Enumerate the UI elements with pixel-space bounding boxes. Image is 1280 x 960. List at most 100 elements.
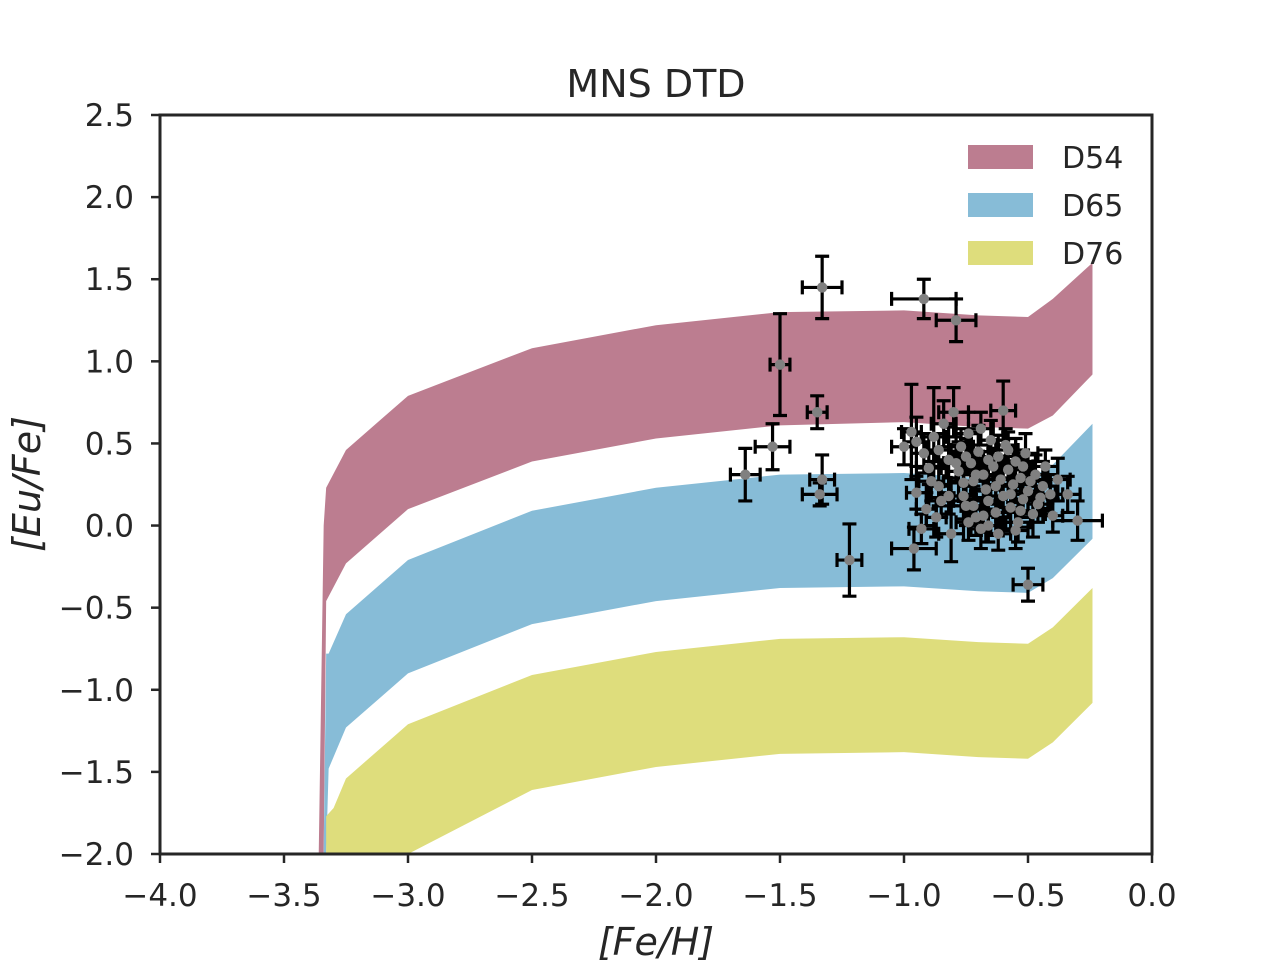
bands-layer [318,262,1093,854]
data-point [1037,480,1049,492]
y-tick-label: −0.5 [59,591,134,627]
data-point [936,495,947,507]
data-point [990,507,1001,518]
data-point [933,480,944,492]
band-d65 [323,423,1093,854]
data-point [963,517,974,528]
data-point [814,489,825,500]
data-point [1012,517,1024,528]
y-tick-label: 1.5 [85,262,134,298]
data-point [1017,461,1029,472]
data-point [740,469,751,480]
data-point [1017,494,1029,505]
data-point [980,484,992,495]
data-point [911,436,922,448]
data-point [948,407,959,418]
data-point [916,523,927,535]
data-point [844,554,855,566]
y-tick-label: −2.0 [59,837,134,873]
legend-swatch-d76 [968,241,1033,265]
data-point [898,441,910,452]
data-point [1047,510,1059,521]
data-point [816,474,828,485]
data-point [1062,489,1073,500]
y-tick-label: −1.5 [59,755,134,791]
data-point [1045,489,1056,500]
data-point [983,454,994,466]
data-point [958,477,969,489]
data-point [1022,579,1034,590]
legend-label-d65: D65 [1062,189,1123,224]
legend: D54 D65 D76 [968,141,1123,272]
data-point [918,293,930,305]
data-point [968,500,979,512]
data-point [931,512,942,523]
data-point [918,448,930,459]
data-point [990,480,1001,492]
x-tick-label: −1.0 [866,878,941,914]
y-tick-label: −1.0 [59,673,134,709]
data-point [1010,525,1021,536]
data-point [774,359,786,370]
data-point [978,469,989,480]
data-point [1005,489,1016,500]
data-point [933,444,944,456]
x-tick-label: −4.0 [122,878,197,914]
data-point [955,441,967,452]
y-axis-label: [Eu/Fe] [5,416,49,552]
y-axis-ticks: −2.0 −1.5 −1.0 −0.5 0.0 0.5 1.0 1.5 2.0 2.5 [59,98,160,873]
data-point [938,418,949,429]
legend-swatch-d65 [968,193,1033,217]
x-tick-label: −1.5 [742,878,817,914]
data-point [960,451,972,462]
data-point [993,528,1004,539]
y-tick-label: 0.0 [85,509,134,545]
x-axis-ticks: −4.0 −3.5 −3.0 −2.5 −2.0 −1.5 −1.0 −0.5 0.0 [122,854,1177,914]
data-point [1022,485,1034,497]
data-point [921,503,932,515]
data-point [953,466,964,477]
data-point [1002,464,1014,475]
data-point [1015,505,1026,516]
chart-title: MNS DTD [566,62,745,106]
band-d54 [318,262,1093,854]
y-tick-label: 1.0 [85,344,134,380]
x-tick-label: −3.5 [246,878,321,914]
data-point [1052,474,1063,485]
data-point [975,423,987,434]
data-point [970,469,982,480]
data-point [998,405,1009,416]
x-tick-label: 0.0 [1127,878,1176,914]
data-point [943,490,954,502]
data-point [983,520,994,531]
data-point [911,487,922,498]
data-point [1002,444,1014,456]
data-point [973,446,984,457]
data-point [908,543,920,554]
data-point [963,428,974,439]
points-layer [740,282,1083,590]
band-d76 [326,587,1093,854]
x-tick-label: −2.0 [618,878,693,914]
y-tick-label: 2.0 [85,180,134,216]
data-point [950,315,962,326]
data-point [1035,492,1046,503]
data-point [1025,476,1036,487]
data-point [1005,502,1016,513]
data-point [950,457,962,469]
y-tick-label: 0.5 [85,426,134,462]
data-point [958,490,969,502]
legend-swatch-d54 [968,145,1033,169]
legend-label-d54: D54 [1062,141,1123,176]
data-point [1020,448,1031,459]
y-tick-label: 2.5 [85,98,134,134]
data-point [1027,508,1039,520]
data-point [983,495,994,507]
x-tick-label: −0.5 [990,878,1065,914]
data-point [1015,472,1026,484]
data-point [1007,479,1019,490]
data-point [978,510,989,521]
data-point [926,476,937,487]
data-point [767,441,778,452]
